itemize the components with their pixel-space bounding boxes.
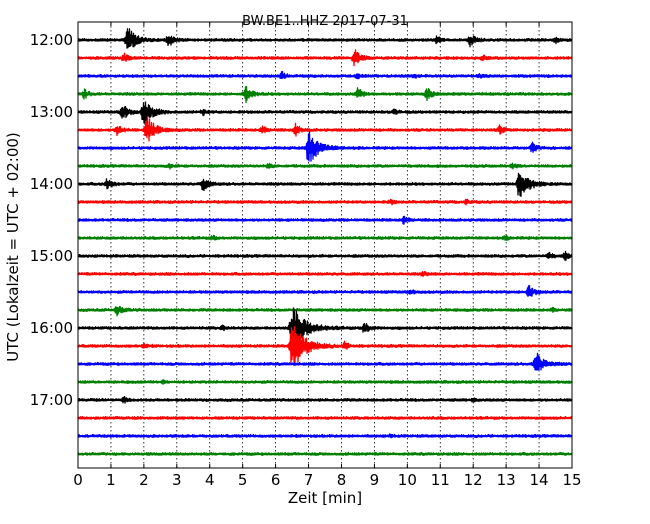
seismic-trace — [78, 70, 572, 80]
x-tick-label: 9 — [370, 471, 380, 489]
seismic-trace — [78, 49, 572, 67]
y-tick-label: 17:00 — [30, 391, 73, 409]
seismic-trace — [78, 451, 572, 457]
plot-frame — [77, 21, 573, 469]
seismic-trace — [78, 379, 572, 385]
y-axis-label: UTC (Lokalzeit = UTC + 02:00) — [4, 132, 22, 362]
seismic-trace — [78, 352, 572, 371]
seismic-trace — [78, 115, 572, 142]
x-tick-label: 8 — [337, 471, 347, 489]
seismic-trace — [78, 250, 572, 261]
seismic-trace — [78, 234, 572, 242]
seismic-trace — [78, 433, 572, 439]
seismic-trace — [78, 101, 572, 125]
y-tick-label: 14:00 — [30, 175, 73, 193]
seismic-trace — [78, 198, 572, 206]
x-tick-label: 2 — [139, 471, 149, 489]
x-tick-label: 11 — [431, 471, 450, 489]
x-tick-label: 0 — [73, 471, 83, 489]
x-tick-label: 13 — [497, 471, 516, 489]
x-tick-label: 4 — [205, 471, 215, 489]
seismic-trace — [78, 307, 572, 352]
seismic-trace — [78, 85, 572, 104]
seismic-trace — [78, 215, 572, 225]
x-tick-label: 10 — [398, 471, 417, 489]
x-tick-label: 12 — [464, 471, 483, 489]
seismic-trace — [78, 162, 572, 170]
trace-group — [78, 28, 572, 457]
x-tick-label: 7 — [304, 471, 314, 489]
seismic-trace — [78, 326, 572, 366]
y-tick-label: 13:00 — [30, 103, 73, 121]
seismic-trace — [78, 395, 572, 404]
x-tick-label: 6 — [271, 471, 281, 489]
y-tick-label: 15:00 — [30, 247, 73, 265]
x-tick-label: 1 — [106, 471, 116, 489]
seismic-trace — [78, 131, 572, 162]
seismic-trace — [78, 270, 572, 278]
y-tick-label: 12:00 — [30, 31, 73, 49]
x-tick-label: 15 — [562, 471, 581, 489]
x-tick-label: 14 — [530, 471, 549, 489]
seismic-trace — [78, 305, 572, 317]
seismic-trace — [78, 415, 572, 421]
y-axis-ticks: 12:00 13:00 14:00 15:00 16:00 17:00 — [30, 31, 572, 409]
x-axis-label: Zeit [min] — [288, 489, 362, 507]
y-tick-label: 16:00 — [30, 319, 73, 337]
seismic-trace — [78, 172, 572, 198]
x-tick-label: 3 — [172, 471, 182, 489]
seismic-trace — [78, 28, 572, 49]
x-axis-ticks: 0 1 2 3 4 5 6 7 8 9 10 11 12 13 14 15 — [73, 22, 582, 489]
seismic-trace — [78, 284, 572, 298]
x-tick-label: 5 — [238, 471, 248, 489]
